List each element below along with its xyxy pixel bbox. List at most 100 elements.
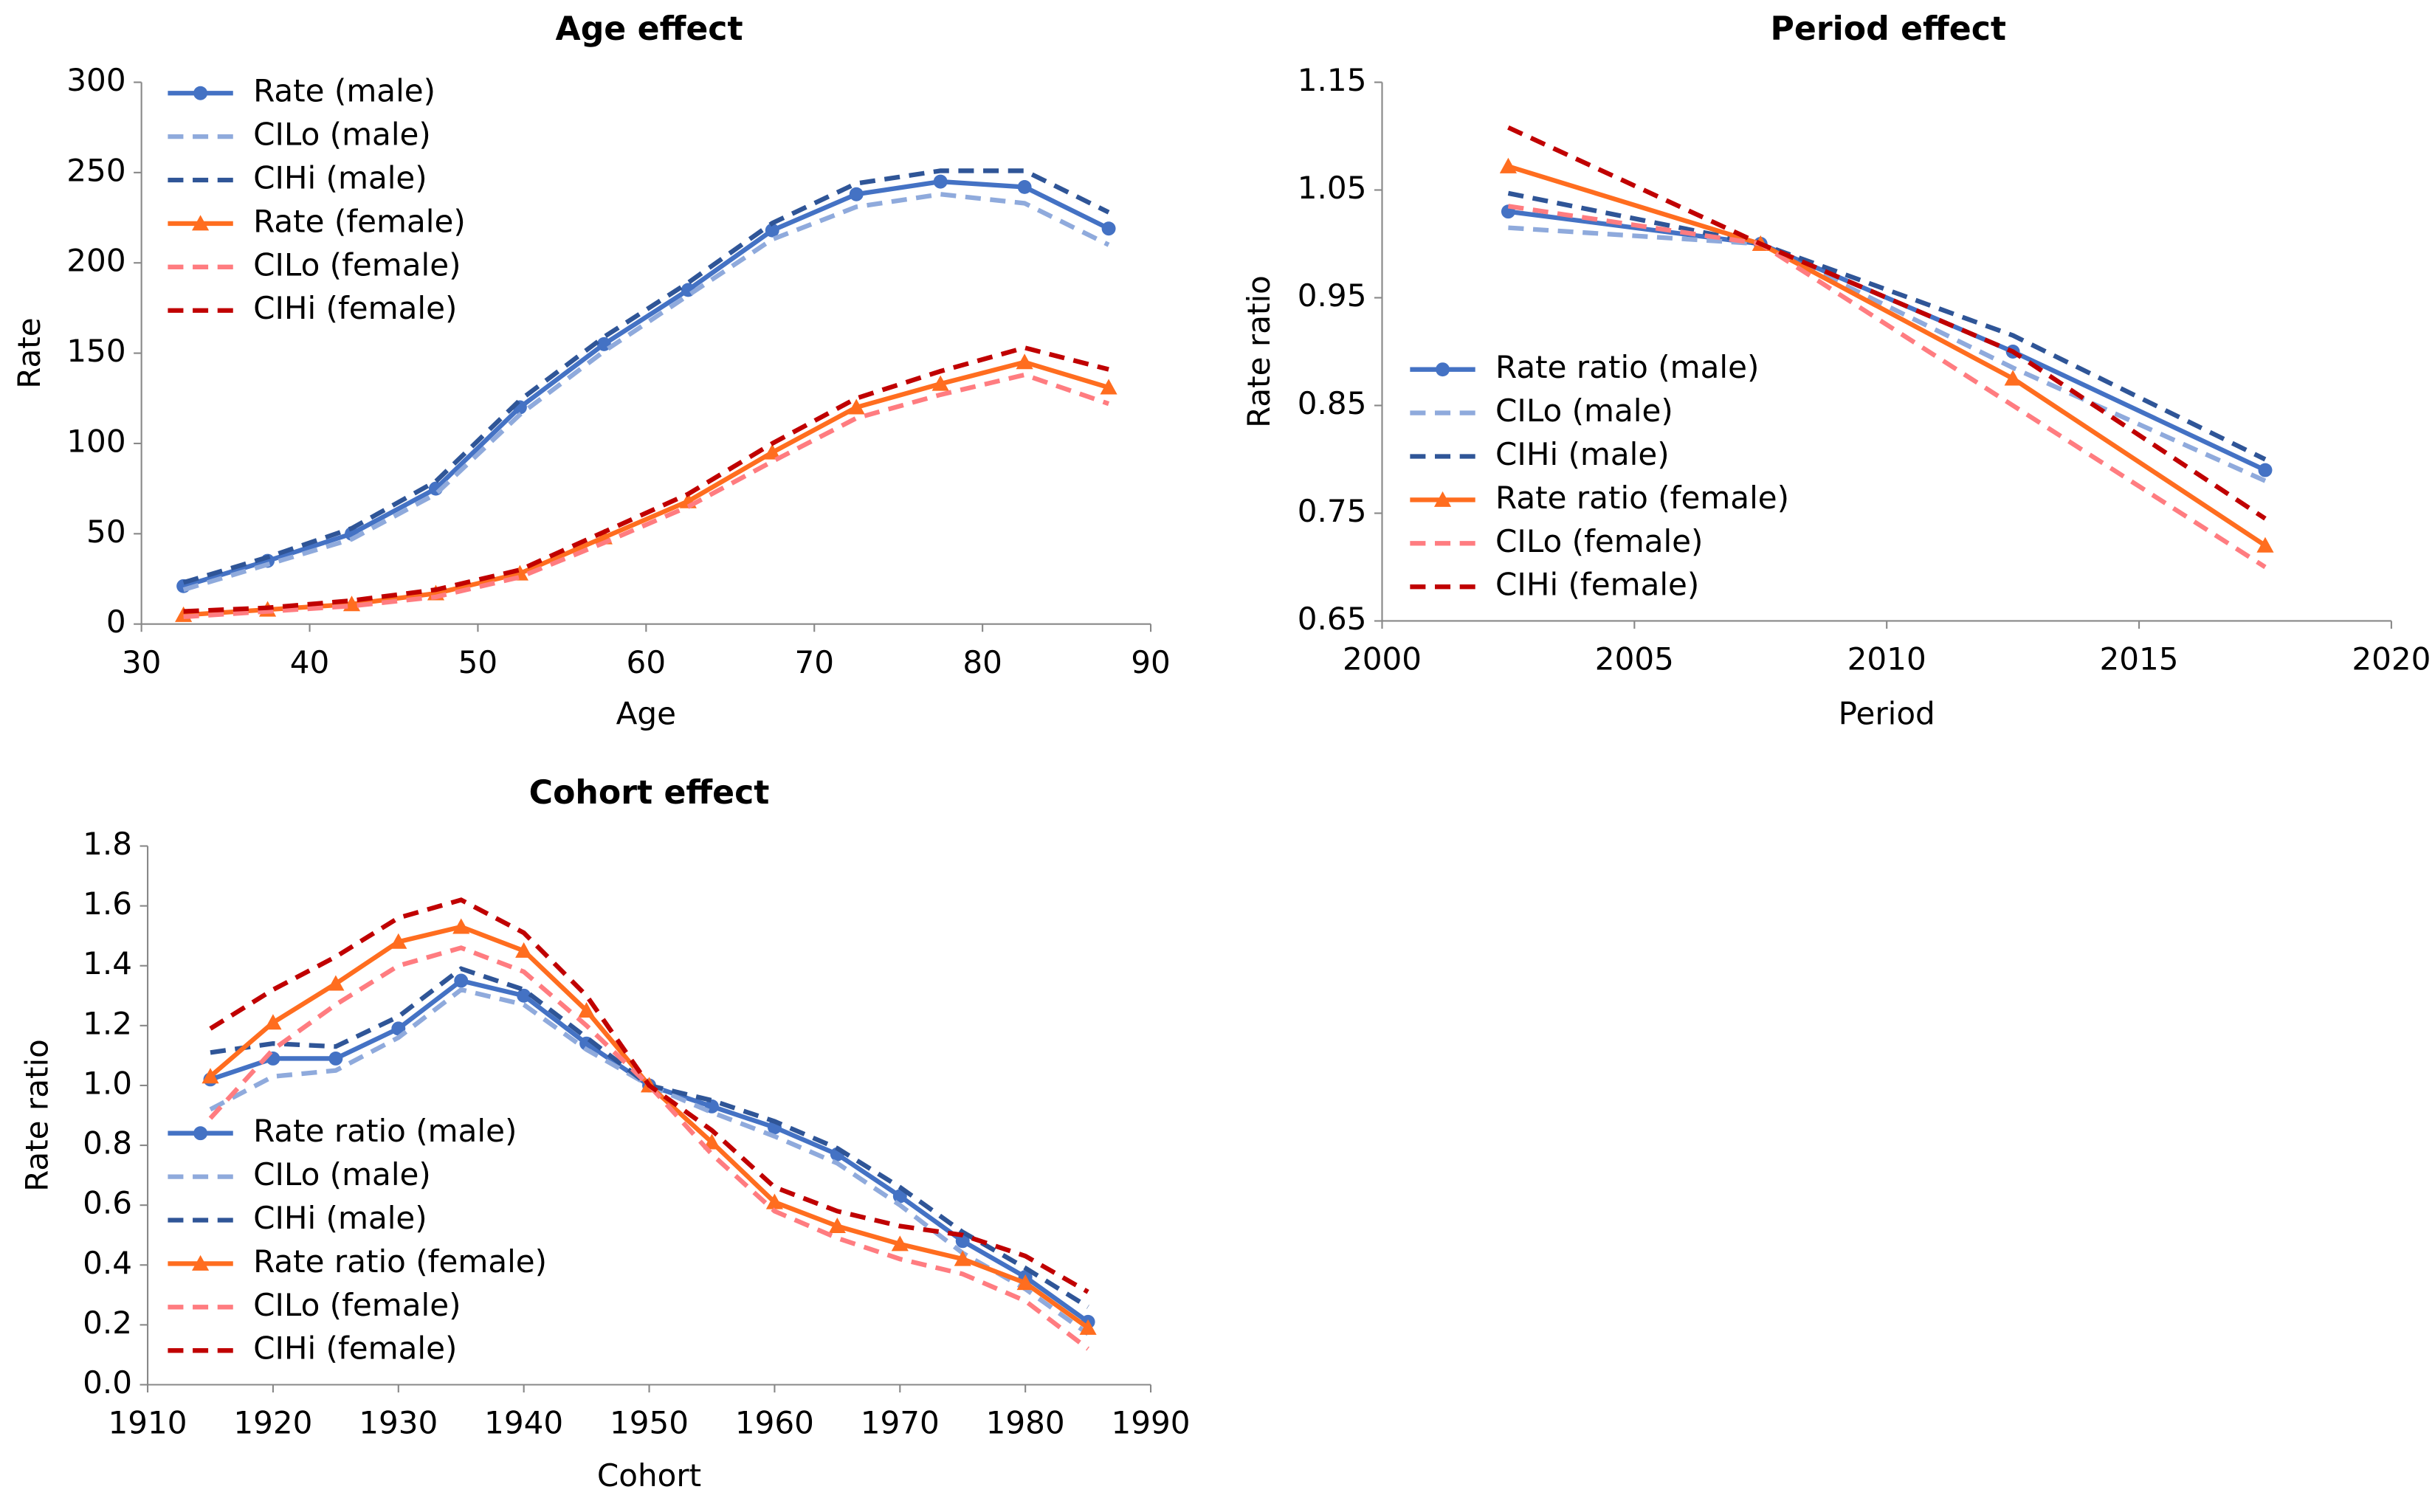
x-tick-label: 2020 [2352, 641, 2431, 677]
x-tick-label: 1960 [735, 1405, 814, 1441]
x-tick-label: 2005 [1595, 641, 1674, 677]
point [1017, 179, 1032, 194]
series-line [208, 945, 1090, 1351]
legend-label: CILo (female) [253, 246, 461, 283]
series-line [183, 359, 1109, 618]
point [452, 918, 470, 934]
point [931, 375, 949, 391]
legend-label: Rate (female) [253, 203, 466, 239]
x-tick-label: 1940 [484, 1405, 563, 1441]
x-tick-label: 1950 [610, 1405, 689, 1441]
x-tick-label: 70 [794, 644, 834, 680]
y-axis-label: Rate [11, 317, 47, 388]
y-tick-label: 1.2 [83, 1005, 132, 1041]
x-tick-label: 60 [627, 644, 667, 680]
chart-title: Cohort effect [529, 774, 770, 812]
x-tick-label: 1920 [233, 1405, 312, 1441]
chart-title: Age effect [556, 10, 743, 48]
x-tick-label: 2010 [1847, 641, 1926, 677]
legend-marker [1433, 491, 1452, 507]
legend-label: CIHi (male) [1495, 436, 1670, 472]
series-line [183, 372, 1110, 620]
x-axis-label: Age [616, 695, 676, 731]
legend-marker [193, 1126, 208, 1141]
x-tick-label: 30 [122, 644, 162, 680]
point [765, 223, 779, 238]
series-line [209, 897, 1089, 1294]
legend-marker [192, 215, 210, 231]
point [517, 988, 531, 1003]
y-tick-label: 0.65 [1298, 601, 1367, 637]
point [1079, 1319, 1097, 1335]
point [454, 973, 469, 988]
legend-label: CIHi (male) [253, 1200, 427, 1236]
y-tick-label: 1.0 [83, 1065, 132, 1101]
y-tick-label: 250 [66, 152, 125, 188]
x-tick-label: 1910 [109, 1405, 187, 1441]
point [1101, 221, 1116, 236]
y-tick-label: 0 [106, 604, 126, 640]
y-tick-label: 0.2 [83, 1305, 132, 1341]
legend-label: Rate ratio (female) [253, 1243, 547, 1280]
point [892, 1189, 907, 1204]
series-line [1507, 164, 2267, 548]
y-tick-label: 300 [66, 62, 125, 98]
point [763, 443, 781, 460]
y-tick-label: 0.4 [83, 1245, 132, 1281]
legend-label: CILo (male) [253, 1156, 431, 1192]
point [828, 1217, 846, 1234]
series-line [182, 192, 1110, 593]
point [328, 1051, 343, 1066]
point [849, 187, 864, 201]
series-line [1508, 225, 2267, 483]
series-line [183, 345, 1109, 614]
y-tick-label: 1.8 [83, 826, 132, 862]
legend-label: CIHi (male) [253, 160, 427, 196]
legend-label: Rate ratio (male) [1495, 349, 1759, 385]
legend-label: Rate ratio (male) [253, 1113, 517, 1149]
x-tick-label: 1930 [359, 1405, 438, 1441]
chart-panel: Period effect Period Rate ratio 0.65 0.75 0.8… [1241, 10, 2431, 731]
x-axis-label: Period [1839, 695, 1935, 731]
point [2004, 370, 2022, 386]
legend-marker [193, 86, 208, 100]
point [954, 1250, 971, 1266]
x-tick-label: 1990 [1112, 1405, 1191, 1441]
series-line [1507, 190, 2267, 462]
y-axis-label: Rate ratio [1241, 275, 1277, 428]
legend-label: CIHi (female) [253, 1330, 457, 1367]
point [390, 933, 407, 949]
legend-label: CIHi (female) [1495, 567, 1699, 603]
point [264, 1014, 282, 1030]
legend-label: Rate (male) [253, 73, 435, 109]
point [765, 1193, 783, 1209]
x-tick-label: 2015 [2100, 641, 2179, 677]
y-tick-label: 50 [86, 514, 126, 550]
chart-panel: Cohort effect Cohort Rate ratio 0.0 0.2 0.4 0.… [18, 774, 1190, 1494]
x-tick-label: 90 [1131, 644, 1171, 680]
point [703, 1133, 721, 1150]
point [1016, 1274, 1034, 1291]
point [2256, 536, 2274, 553]
y-tick-label: 0.0 [83, 1364, 132, 1401]
point [847, 398, 865, 415]
legend-marker [192, 1254, 210, 1271]
y-tick-label: 150 [66, 333, 125, 369]
chart-panel: Age effect Age Rate 0 50 100 150 200 250 300 30 40 5… [11, 10, 1171, 731]
x-tick-label: 1980 [986, 1405, 1065, 1441]
point [1499, 157, 1517, 173]
point [2258, 463, 2273, 477]
y-tick-label: 0.6 [83, 1185, 132, 1221]
chart-title: Period effect [1771, 10, 2006, 48]
y-tick-label: 1.15 [1298, 62, 1367, 98]
point [327, 975, 345, 991]
x-tick-label: 2000 [1343, 641, 1422, 677]
y-tick-label: 1.6 [83, 886, 132, 922]
x-tick-label: 40 [290, 644, 330, 680]
y-tick-label: 0.85 [1298, 385, 1367, 421]
legend-label: CILo (female) [253, 1287, 461, 1323]
series-line [1508, 209, 2267, 472]
y-tick-label: 1.4 [83, 945, 132, 981]
y-tick-label: 0.8 [83, 1125, 132, 1161]
